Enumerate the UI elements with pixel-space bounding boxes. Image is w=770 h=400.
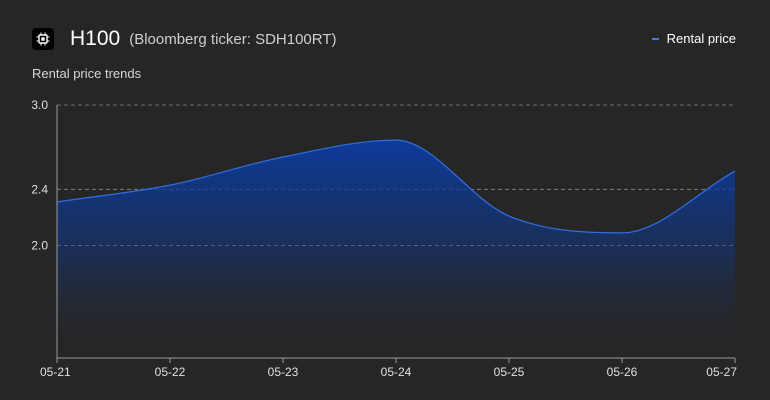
- area-fill: [57, 140, 735, 358]
- chart-title: Rental price trends: [32, 66, 142, 81]
- chart-header: H100 (Bloomberg ticker: SDH100RT): [32, 26, 337, 52]
- y-tick-label: 2.0: [31, 239, 48, 253]
- legend[interactable]: Rental price: [651, 31, 736, 46]
- legend-swatch: [651, 37, 659, 40]
- page-title: H100: [70, 27, 121, 50]
- page-subtitle: (Bloomberg ticker: SDH100RT): [129, 30, 337, 48]
- x-tick-label: 05-27: [706, 365, 737, 379]
- y-tick-label: 3.0: [31, 98, 48, 112]
- x-tick-label: 05-25: [494, 365, 525, 379]
- x-tick-label: 05-26: [607, 365, 638, 379]
- x-tick-label: 05-24: [381, 365, 412, 379]
- y-tick-label: 2.4: [31, 182, 48, 196]
- x-tick-label: 05-21: [40, 365, 71, 379]
- chip-icon: [32, 28, 54, 50]
- legend-label: Rental price: [666, 31, 736, 46]
- x-tick-label: 05-23: [268, 365, 299, 379]
- x-tick-label: 05-22: [155, 365, 186, 379]
- series-line-rental-price[interactable]: [56, 139, 736, 234]
